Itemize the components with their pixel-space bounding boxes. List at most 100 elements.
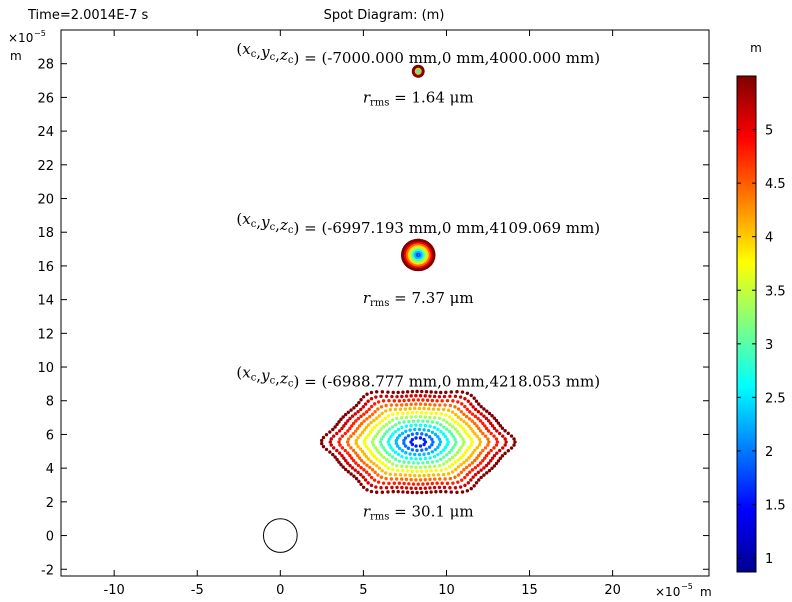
- spot-point: [376, 480, 381, 484]
- spot-point: [478, 461, 483, 465]
- spot-point: [422, 428, 426, 432]
- spot-point: [440, 399, 444, 403]
- spot-point: [459, 410, 464, 414]
- spot-point: [404, 415, 409, 420]
- spot-point: [475, 434, 479, 439]
- spot-point: [414, 444, 418, 448]
- spot-point: [340, 434, 345, 438]
- spot-point: [354, 419, 358, 423]
- spot-point: [401, 390, 405, 394]
- spot-point: [356, 470, 360, 475]
- spot-point: [349, 424, 354, 428]
- spot-point: [489, 421, 493, 426]
- coord-part: =: [299, 219, 321, 237]
- spot-point: [380, 411, 384, 415]
- spot-point: [385, 450, 389, 455]
- spot-point: [356, 435, 360, 440]
- spot-point: [402, 460, 406, 464]
- spot-point: [397, 459, 402, 463]
- spot-point: [445, 453, 449, 457]
- spot-point: [418, 423, 423, 427]
- spot-point: [439, 390, 443, 395]
- spot-point: [486, 419, 491, 423]
- spot-point: [415, 469, 419, 474]
- spot-point: [414, 394, 418, 398]
- spot-point: [497, 431, 502, 436]
- spot-point: [414, 423, 418, 427]
- spot-point: [475, 446, 479, 450]
- spot-point: [399, 477, 404, 481]
- spot-point: [384, 476, 388, 481]
- spot-point: [453, 427, 457, 431]
- spot-point: [410, 490, 415, 495]
- spot-point: [450, 425, 455, 429]
- spot-point: [350, 414, 355, 418]
- spot-point: [437, 443, 442, 447]
- spot-point: [509, 434, 514, 438]
- spot-point: [396, 444, 400, 448]
- spot-point: [364, 425, 369, 430]
- spot-point: [461, 437, 465, 441]
- spot-point: [481, 431, 485, 436]
- spot-point: [422, 442, 426, 447]
- coord-part: x: [242, 363, 251, 381]
- y-tick-label: 4: [46, 462, 54, 477]
- spot-point: [352, 406, 356, 410]
- spot-point: [381, 434, 385, 439]
- spot-point: [362, 452, 367, 456]
- spot-point: [359, 414, 363, 419]
- spot-point: [383, 432, 387, 436]
- spot-point: [328, 440, 333, 444]
- coord-part: c: [288, 378, 294, 389]
- spot-point: [354, 461, 358, 465]
- spot-point: [470, 412, 475, 416]
- spot-point: [444, 467, 448, 471]
- spot-point: [500, 426, 505, 430]
- y-tick-label: 28: [37, 58, 54, 73]
- spot-point: [444, 490, 448, 494]
- spot-point: [471, 475, 475, 479]
- spot-point: [445, 460, 449, 464]
- spot-point: [393, 423, 398, 427]
- colorbar-tick-label: 3: [765, 338, 773, 353]
- spot-point: [414, 465, 418, 469]
- spot-point: [373, 470, 377, 475]
- spot-point: [394, 441, 398, 446]
- spot-point: [335, 448, 339, 453]
- spot-point: [387, 398, 391, 403]
- spot-point: [463, 483, 467, 488]
- spot-point: [392, 481, 397, 485]
- spot-point: [353, 468, 357, 472]
- spot-point: [379, 394, 383, 399]
- spot-point: [417, 427, 422, 432]
- spot-point: [413, 427, 417, 432]
- spot-point: [404, 464, 409, 469]
- spot-point: [460, 490, 465, 494]
- coord-part: (: [236, 210, 242, 228]
- spot-point: [358, 433, 363, 437]
- spot-point: [461, 453, 465, 458]
- spot-point: [413, 406, 417, 411]
- spot-point: [370, 452, 374, 456]
- y-axis-exponent: ×10 −5 m: [8, 29, 46, 63]
- spot-point: [467, 434, 471, 439]
- spot-point: [357, 479, 361, 484]
- spot-point: [456, 473, 461, 477]
- spot-point: [386, 390, 390, 394]
- spot-point: [439, 489, 443, 494]
- spot-point: [437, 416, 442, 421]
- colorbar-tick-label: 4.5: [765, 177, 786, 192]
- spot-point: [471, 451, 475, 455]
- spot-point: [337, 440, 341, 444]
- spot-point: [350, 466, 355, 470]
- spot-point: [380, 390, 385, 394]
- spot-point: [391, 412, 395, 416]
- spot-point: [354, 476, 359, 481]
- coord-part: (-7000.000 mm,0 mm,4000.000 mm): [321, 49, 600, 67]
- spot-point: [476, 463, 480, 468]
- spot-point: [382, 455, 386, 460]
- spot-point: [433, 403, 437, 407]
- spot-point: [486, 451, 491, 455]
- spot-point: [409, 440, 413, 444]
- spot-point: [427, 445, 432, 449]
